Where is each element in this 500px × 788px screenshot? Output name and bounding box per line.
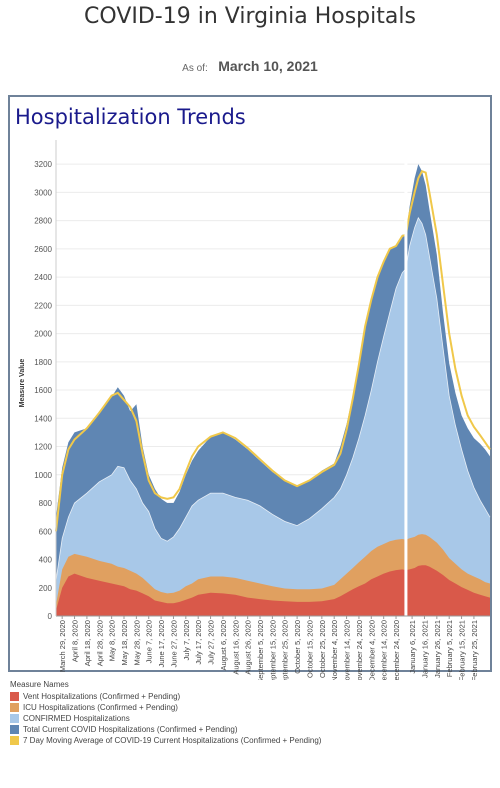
y-tick-label: 800 (39, 499, 53, 508)
y-tick-label: 2800 (34, 217, 52, 226)
x-tick-label: May 8, 2020 (108, 620, 117, 661)
legend-label: ICU Hospitalizations (Confirmed + Pendin… (23, 703, 178, 712)
legend-item[interactable]: ICU Hospitalizations (Confirmed + Pendin… (10, 702, 321, 713)
x-tick-label: November 14, 2020 (343, 620, 352, 680)
y-tick-label: 2600 (34, 245, 52, 254)
x-tick-label: November 24, 2020 (355, 620, 364, 680)
legend-item[interactable]: 7 Day Moving Average of COVID-19 Current… (10, 735, 321, 746)
page-title: COVID-19 in Virginia Hospitals (84, 4, 416, 29)
moving-average-line (55, 169, 491, 532)
y-tick-label: 3000 (34, 188, 52, 197)
legend-swatch (10, 725, 19, 734)
x-tick-label: December 24, 2020 (392, 620, 401, 680)
x-tick-label: January 26, 2021 (433, 620, 442, 678)
x-tick-label: December 4, 2020 (367, 620, 376, 680)
x-tick-label: November 4, 2020 (330, 620, 339, 680)
x-tick-label: October 15, 2020 (305, 620, 314, 678)
x-tick-label: January 6, 2021 (408, 620, 417, 674)
x-tick-label: January 16, 2021 (420, 620, 429, 678)
x-tick-label: February 15, 2021 (458, 620, 467, 680)
x-tick-label: May 28, 2020 (132, 620, 141, 665)
x-tick-label: April 28, 2020 (95, 620, 104, 666)
legend-label: 7 Day Moving Average of COVID-19 Current… (23, 736, 322, 745)
y-tick-label: 400 (39, 556, 53, 565)
y-tick-label: 2200 (34, 301, 52, 310)
x-tick-label: August 16, 2020 (231, 620, 240, 675)
y-tick-label: 600 (39, 527, 53, 536)
as-of-line: As of: March 10, 2021 (0, 58, 500, 76)
y-tick-label: 0 (48, 612, 53, 621)
x-tick-label: May 18, 2020 (120, 620, 129, 665)
y-axis-label: Measure Value (19, 359, 26, 408)
x-tick-label: February 5, 2021 (445, 620, 454, 677)
y-tick-label: 200 (39, 584, 53, 593)
x-tick-label: April 18, 2020 (83, 620, 92, 666)
as-of-date: March 10, 2021 (218, 58, 318, 74)
x-tick-label: August 26, 2020 (244, 620, 253, 675)
x-tick-label: October 25, 2020 (318, 620, 327, 678)
x-tick-label: April 8, 2020 (71, 620, 80, 662)
x-tick-label: December 14, 2020 (380, 620, 389, 680)
legend-title: Measure Names (10, 680, 69, 689)
y-tick-label: 1600 (34, 386, 52, 395)
legend: Measure Names Vent Hospitalizations (Con… (10, 680, 321, 746)
y-tick-label: 1800 (34, 358, 52, 367)
x-tick-label: July 27, 2020 (207, 620, 216, 665)
confirmed-line (55, 216, 491, 581)
y-tick-label: 2400 (34, 273, 52, 282)
legend-label: Vent Hospitalizations (Confirmed + Pendi… (23, 692, 181, 701)
x-tick-label: June 7, 2020 (145, 620, 154, 663)
x-tick-label: February 25, 2021 (470, 620, 479, 680)
y-tick-label: 1200 (34, 443, 52, 452)
x-tick-label: July 17, 2020 (194, 620, 203, 665)
y-tick-label: 3200 (34, 160, 52, 169)
y-tick-label: 1400 (34, 414, 52, 423)
x-tick-label: September 15, 2020 (268, 620, 277, 680)
legend-swatch (10, 736, 19, 745)
legend-swatch (10, 692, 19, 701)
x-tick-label: October 5, 2020 (293, 620, 302, 674)
x-tick-label: March 29, 2020 (58, 620, 67, 672)
hospitalization-chart[interactable]: 0 200 400 600 800 1000 1200 1400 1600 1800 2000 220… (0, 0, 500, 680)
y-tick-label: 1000 (34, 471, 52, 480)
legend-swatch (10, 714, 19, 723)
x-tick-label: June 27, 2020 (169, 620, 178, 668)
confirmed-area (56, 217, 490, 617)
x-tick-label: August 6, 2020 (219, 620, 228, 670)
legend-label: CONFIRMED Hospitalizations (23, 714, 130, 723)
legend-label: Total Current COVID Hospitalizations (Co… (23, 725, 238, 734)
vent-area (56, 565, 490, 616)
x-tick-label: July 7, 2020 (182, 620, 191, 660)
x-tick-label: September 25, 2020 (281, 620, 290, 680)
legend-swatch (10, 703, 19, 712)
as-of-label: As of: (182, 63, 208, 74)
x-tick-label: June 17, 2020 (157, 620, 166, 668)
x-tick-label: September 5, 2020 (256, 620, 265, 680)
legend-item[interactable]: CONFIRMED Hospitalizations (10, 713, 321, 724)
panel-title: Hospitalization Trends (15, 105, 246, 129)
legend-item[interactable]: Total Current COVID Hospitalizations (Co… (10, 724, 321, 735)
legend-item[interactable]: Vent Hospitalizations (Confirmed + Pendi… (10, 691, 321, 702)
y-tick-label: 2000 (34, 330, 52, 339)
year-gap (404, 140, 408, 616)
